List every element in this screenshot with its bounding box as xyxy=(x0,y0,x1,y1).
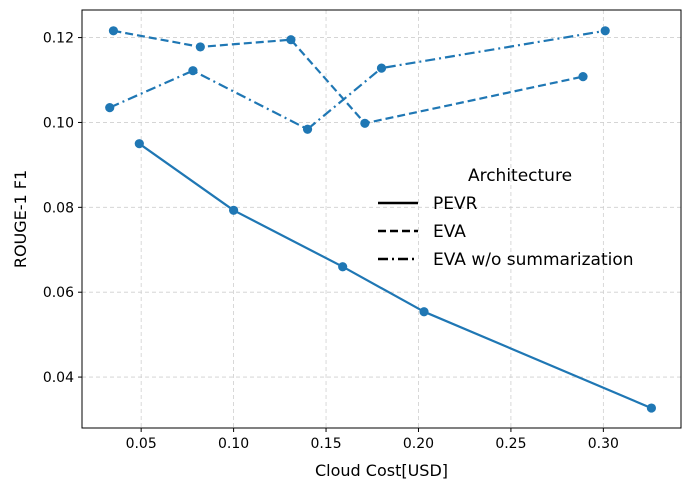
data-point xyxy=(134,139,144,149)
y-tick-label: 0.06 xyxy=(43,285,74,301)
axes: 0.05 0.10 0.15 0.20 0.25 0.30 0.04 0.06 0.08 0.10… xyxy=(43,31,619,452)
data-point xyxy=(195,42,205,52)
data-point xyxy=(578,72,588,82)
plot-area-frame xyxy=(81,9,682,429)
data-point xyxy=(338,262,348,272)
data-point xyxy=(360,118,370,128)
data-point xyxy=(646,403,657,413)
grid xyxy=(82,10,681,428)
x-tick-label: 0.15 xyxy=(310,436,341,452)
x-tick-label: 0.25 xyxy=(495,436,526,452)
series-line-2 xyxy=(109,29,606,131)
legend-title: Architecture xyxy=(468,166,572,186)
x-tick-label: 0.30 xyxy=(588,436,619,452)
data-point xyxy=(228,205,239,215)
legend-label: EVA w/o summarization xyxy=(433,250,634,270)
legend: Architecture PEVR EVA EVA w/o summarizatio… xyxy=(378,166,634,270)
y-tick-label: 0.08 xyxy=(43,200,74,216)
data-point xyxy=(302,124,313,134)
series-line-1 xyxy=(113,29,584,125)
data-point xyxy=(376,63,387,73)
data-point xyxy=(105,103,115,113)
data-point xyxy=(108,26,119,36)
data-point xyxy=(188,66,198,76)
y-axis-label: ROUGE-1 F1 xyxy=(11,170,30,268)
legend-label: PEVR xyxy=(433,194,478,214)
x-tick-label: 0.10 xyxy=(218,436,249,452)
data-point xyxy=(600,26,610,36)
y-tick-label: 0.04 xyxy=(43,370,74,386)
data-point xyxy=(286,35,296,45)
y-tick-label: 0.12 xyxy=(43,31,74,47)
x-axis-label: Cloud Cost[USD] xyxy=(315,461,448,480)
y-tick-label: 0.10 xyxy=(43,115,74,131)
data-point xyxy=(419,307,429,317)
legend-label: EVA xyxy=(433,222,466,242)
x-tick-label: 0.20 xyxy=(403,436,434,452)
series-layer xyxy=(105,26,657,413)
x-tick-label: 0.05 xyxy=(126,436,157,452)
